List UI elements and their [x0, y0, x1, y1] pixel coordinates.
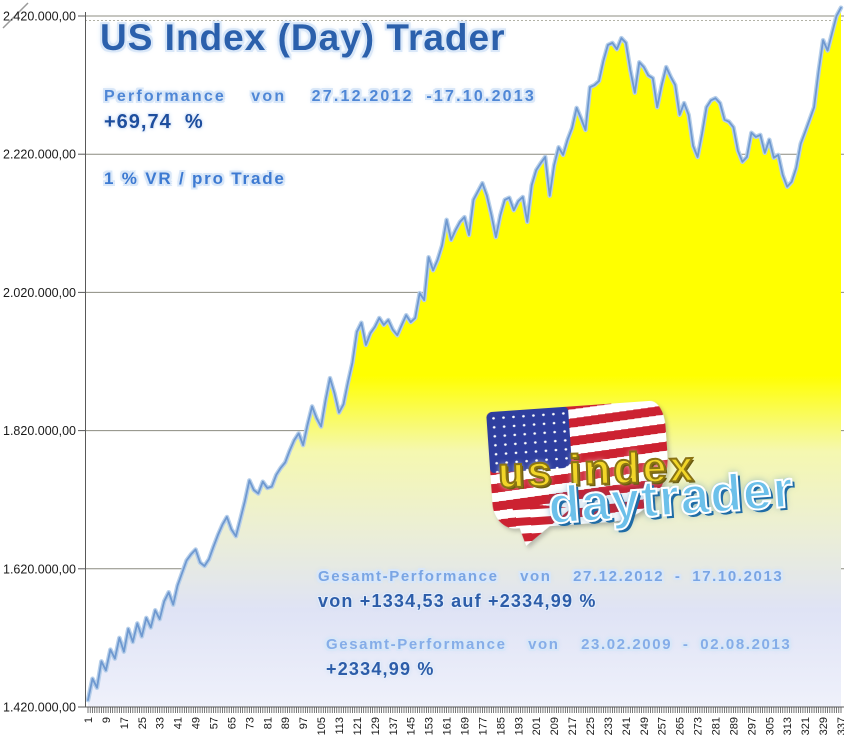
- gesamt-performance-1-value: von +1334,53 auf +2334,99 %: [318, 591, 597, 611]
- svg-text:329: 329: [818, 717, 830, 735]
- svg-text:145: 145: [406, 717, 418, 735]
- svg-text:249: 249: [639, 717, 651, 735]
- equity-area-series: [85, 5, 844, 707]
- svg-text:273: 273: [693, 717, 705, 735]
- svg-text:1.420.000,00: 1.420.000,00: [3, 701, 76, 715]
- svg-text:313: 313: [782, 717, 794, 735]
- svg-text:225: 225: [585, 717, 597, 735]
- svg-text:289: 289: [728, 717, 740, 735]
- svg-text:33: 33: [155, 717, 167, 729]
- corner-artifact-line: [2, 2, 29, 29]
- svg-text:2.220.000,00: 2.220.000,00: [3, 148, 76, 162]
- svg-text:81: 81: [262, 717, 274, 729]
- svg-text:89: 89: [280, 717, 292, 729]
- svg-text:153: 153: [424, 717, 436, 735]
- svg-text:177: 177: [477, 717, 489, 735]
- chart-title: US Index (Day) Trader: [100, 17, 506, 58]
- svg-text:241: 241: [621, 717, 633, 735]
- svg-text:321: 321: [800, 717, 812, 735]
- svg-text:113: 113: [334, 717, 346, 735]
- svg-text:1.620.000,00: 1.620.000,00: [3, 562, 76, 576]
- svg-text:281: 281: [711, 717, 723, 735]
- svg-text:25: 25: [137, 717, 149, 729]
- svg-text:233: 233: [603, 717, 615, 735]
- svg-text:65: 65: [226, 717, 238, 729]
- svg-text:2.020.000,00: 2.020.000,00: [3, 286, 76, 300]
- svg-text:337: 337: [836, 717, 844, 735]
- svg-text:97: 97: [298, 717, 310, 729]
- svg-text:1: 1: [83, 717, 95, 723]
- svg-text:57: 57: [209, 717, 221, 729]
- us-index-daytrader-logo: us index daytrader: [486, 399, 797, 542]
- svg-text:201: 201: [531, 717, 543, 735]
- svg-text:9: 9: [101, 717, 113, 723]
- gesamt-performance-2-value: +2334,99 %: [326, 659, 435, 679]
- svg-text:185: 185: [495, 717, 507, 735]
- svg-text:41: 41: [173, 717, 185, 729]
- svg-text:305: 305: [764, 717, 776, 735]
- svg-text:49: 49: [191, 717, 203, 729]
- svg-text:297: 297: [746, 717, 758, 735]
- svg-text:217: 217: [567, 717, 579, 735]
- axes: [78, 12, 844, 713]
- svg-text:105: 105: [316, 717, 328, 735]
- svg-text:73: 73: [244, 717, 256, 729]
- y-axis-labels: 2.420.000,00 2.220.000,00 2.020.000,00 1.82…: [3, 10, 76, 715]
- svg-text:209: 209: [549, 717, 561, 735]
- svg-text:193: 193: [513, 717, 525, 735]
- performance-period-label: Performance von 27.12.2012 -17.10.2013: [104, 88, 536, 105]
- svg-text:137: 137: [388, 717, 400, 735]
- svg-text:265: 265: [675, 717, 687, 735]
- gesamt-performance-2-title: Gesamt-Performance von 23.02.2009 - 02.0…: [326, 636, 792, 653]
- svg-text:121: 121: [352, 717, 364, 735]
- svg-text:161: 161: [442, 717, 454, 735]
- svg-text:257: 257: [657, 717, 669, 735]
- gesamt-performance-1-title: Gesamt-Performance von 27.12.2012 - 17.1…: [318, 568, 784, 585]
- svg-text:129: 129: [370, 717, 382, 735]
- svg-text:169: 169: [460, 717, 472, 735]
- risk-per-trade-label: 1 % VR / pro Trade: [104, 169, 286, 188]
- performance-value: +69,74 %: [104, 111, 204, 133]
- svg-text:17: 17: [119, 717, 131, 729]
- svg-text:1.820.000,00: 1.820.000,00: [3, 424, 76, 438]
- svg-text:2.420.000,00: 2.420.000,00: [3, 10, 76, 24]
- x-axis-labels: 1 9 17 25 33 41 49 57 65 73 81 89 97 105 113 121 129 137 1…: [83, 717, 844, 735]
